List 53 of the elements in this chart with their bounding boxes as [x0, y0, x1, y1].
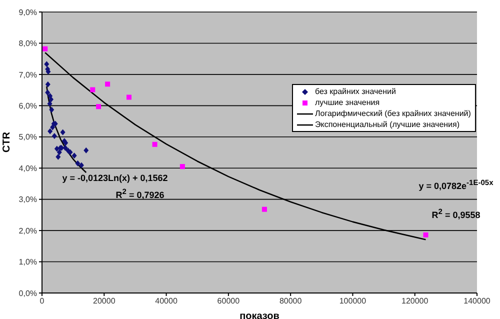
y-tick-label: 2,0%: [18, 226, 37, 236]
point: [47, 100, 52, 107]
y-tick-label: 8,0%: [18, 39, 37, 48]
x-axis-title: показов: [240, 311, 280, 319]
point: [48, 128, 53, 134]
point: [45, 90, 50, 96]
point: [75, 160, 80, 166]
y-tick-label: 4,0%: [18, 164, 37, 173]
point: [52, 132, 57, 139]
point: [262, 206, 267, 212]
x-tick-label: 20000: [93, 296, 116, 306]
x-tick-label: 120000: [402, 296, 429, 306]
point: [126, 94, 132, 100]
point: [96, 104, 102, 110]
x-tick-label: 60000: [217, 296, 240, 306]
point: [56, 149, 62, 156]
y-tick-label: 0,0%: [18, 288, 37, 298]
point: [105, 82, 110, 87]
point: [180, 164, 185, 170]
y-tick-label: 3,0%: [18, 195, 37, 204]
annotation: y = 0,0782e$^{-1E-05x}$: [418, 177, 494, 192]
y-tick-label: 5,0%: [18, 132, 37, 142]
y-tick-label: 6,0%: [18, 102, 37, 111]
point: [42, 46, 48, 52]
point: [72, 152, 77, 159]
point: [44, 61, 50, 68]
legend-label: Экспоненциальный (лучшие значения): [315, 119, 460, 130]
annotation: y = -0,0123Ln(x) + 0,1562: [62, 173, 168, 184]
y-tick-label: 9,0%: [18, 8, 37, 17]
point: [423, 232, 428, 238]
legend-label: лучшие значения: [315, 97, 380, 108]
legend-label: без крайних значений: [315, 86, 396, 97]
x-tick-label: 0: [40, 296, 45, 306]
point: [45, 81, 50, 88]
point: [54, 146, 60, 152]
point: [84, 147, 89, 154]
point: [56, 154, 61, 160]
x-tick-label: 100000: [339, 296, 367, 306]
x-tick-label: 80000: [279, 296, 302, 306]
y-tick-label: 1,0%: [18, 258, 37, 267]
point: [78, 162, 84, 168]
point: [90, 87, 96, 92]
point: [60, 129, 66, 136]
y-tick-label: 7,0%: [18, 70, 37, 80]
y-axis-title: CTR: [2, 131, 13, 152]
point: [49, 106, 54, 113]
x-tick-label: 40000: [155, 296, 178, 306]
point: [152, 142, 158, 147]
point: [50, 124, 56, 130]
x-tick-label: 140000: [464, 296, 491, 306]
annotation: R$^{2}$ = 0,9558: [432, 206, 480, 221]
annotation: R$^{2}$ = 0,7926: [116, 186, 164, 201]
legend-label: Логарифмический (без крайних значений): [315, 108, 471, 119]
